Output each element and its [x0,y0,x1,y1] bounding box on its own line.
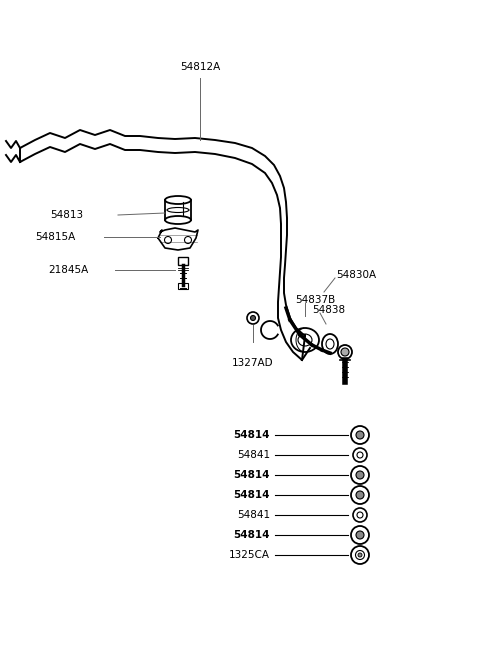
Circle shape [357,512,363,518]
Circle shape [247,312,259,324]
Circle shape [356,551,364,560]
Circle shape [356,471,364,479]
Circle shape [338,345,352,359]
Circle shape [356,431,364,439]
Text: 54841: 54841 [237,450,270,460]
Circle shape [351,486,369,504]
Circle shape [351,546,369,564]
Ellipse shape [291,328,319,352]
Text: 54815A: 54815A [35,232,75,242]
Circle shape [351,526,369,544]
Ellipse shape [298,334,312,346]
Circle shape [353,448,367,462]
Text: 1325CA: 1325CA [229,550,270,560]
Circle shape [251,315,255,321]
Circle shape [184,237,192,244]
Text: 54830A: 54830A [336,270,376,280]
Bar [178,283,188,289]
Text: 54812A: 54812A [180,62,220,72]
Circle shape [165,237,171,244]
Text: 54813: 54813 [50,210,83,220]
Bar [165,200,191,220]
Text: 54838: 54838 [312,305,345,315]
Ellipse shape [165,216,191,224]
Circle shape [357,452,363,458]
Text: 1327AD: 1327AD [232,358,274,368]
Circle shape [353,508,367,522]
Text: 54814: 54814 [233,430,270,440]
Circle shape [351,466,369,484]
Text: 54837B: 54837B [295,295,335,305]
Bar [178,257,188,265]
Circle shape [341,348,349,356]
Ellipse shape [165,196,191,204]
Text: 54814: 54814 [233,470,270,480]
Text: 54814: 54814 [233,490,270,500]
Text: 54814: 54814 [233,530,270,540]
Ellipse shape [326,339,334,349]
Circle shape [356,531,364,539]
Text: 54841: 54841 [237,510,270,520]
Circle shape [356,491,364,499]
Circle shape [358,553,362,557]
Circle shape [351,426,369,444]
Text: 21845A: 21845A [48,265,88,275]
Ellipse shape [167,208,189,212]
Ellipse shape [322,334,338,354]
